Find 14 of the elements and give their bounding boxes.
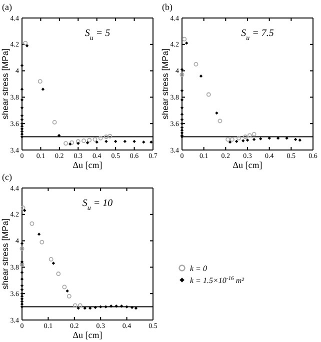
annotation: S$_{u}$ = 7.5 bbox=[241, 28, 274, 42]
chart-title: (b) bbox=[162, 2, 172, 12]
chart-title: (c) bbox=[2, 172, 12, 182]
y-axis-title: shear stress [MPa] bbox=[0, 48, 10, 120]
y-axis-title: shear stress [MPa] bbox=[0, 218, 10, 290]
y-axis-title: shear stress [MPa] bbox=[160, 48, 170, 120]
legend-label: k = 1.5×10$^{-16}$ m² bbox=[190, 276, 245, 285]
annotation: S$_{u}$ = 10 bbox=[82, 198, 113, 212]
x-axis-title: Δu [cm] bbox=[72, 160, 102, 170]
x-axis-title: Δu [cm] bbox=[232, 160, 262, 170]
legend-label: k = 0 bbox=[190, 264, 207, 273]
chart-title: (a) bbox=[2, 2, 12, 12]
x-axis-title: Δu [cm] bbox=[72, 330, 102, 340]
annotation: S$_{u}$ = 5 bbox=[84, 28, 110, 42]
